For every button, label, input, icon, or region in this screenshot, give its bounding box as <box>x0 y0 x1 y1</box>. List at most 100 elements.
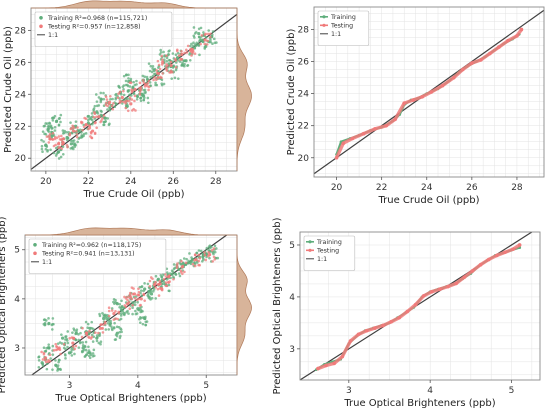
data-point-cloud <box>78 128 82 132</box>
data-point-cloud <box>112 318 116 321</box>
data-point-cloud <box>127 301 131 304</box>
legend-entry: Testing R²=0.957 (n=12,858) <box>47 24 141 31</box>
data-point-cloud <box>41 150 44 154</box>
marginal-right <box>236 235 252 375</box>
data-point <box>334 155 339 160</box>
data-point-cloud <box>49 148 52 152</box>
data-point-cloud <box>70 348 73 352</box>
data-point-cloud <box>165 271 169 274</box>
data-point-cloud <box>157 294 161 297</box>
data-point-cloud <box>126 84 130 88</box>
data-point-cloud <box>51 132 55 135</box>
data-point-cloud <box>56 369 59 372</box>
data-point-cloud <box>57 135 61 138</box>
data-point <box>438 287 442 291</box>
data-point-cloud <box>72 327 76 330</box>
data-point <box>373 326 377 330</box>
data-point-cloud <box>191 262 195 266</box>
series-testing <box>45 32 212 150</box>
data-point-cloud <box>210 248 214 252</box>
data-point-cloud <box>93 354 96 358</box>
data-point-cloud <box>70 126 74 130</box>
data-point <box>411 98 416 102</box>
x-tick-label: 22 <box>83 177 94 187</box>
data-point-cloud <box>61 129 65 132</box>
data-point-cloud <box>50 135 54 138</box>
data-point-cloud <box>195 43 199 47</box>
data-point-cloud <box>75 330 78 333</box>
data-point-cloud <box>92 107 96 110</box>
data-point-cloud <box>54 342 58 346</box>
data-point-cloud <box>50 116 54 120</box>
data-point-cloud <box>143 85 147 88</box>
data-point <box>470 269 475 273</box>
data-point-cloud <box>174 61 178 64</box>
data-point-cloud <box>207 251 210 254</box>
data-point-cloud <box>69 121 72 124</box>
data-point <box>97 115 101 119</box>
data-point-cloud <box>141 322 145 326</box>
legend-entry: Testing <box>330 23 353 30</box>
data-point-cloud <box>66 330 70 333</box>
data-point-cloud <box>140 285 143 289</box>
data-point-cloud <box>58 367 62 371</box>
data-point-cloud <box>65 138 69 142</box>
data-point-cloud <box>127 77 130 80</box>
data-point <box>324 363 328 368</box>
data-point-cloud <box>179 58 182 61</box>
data-point-cloud <box>164 275 168 278</box>
data-point <box>478 262 483 267</box>
data-point-cloud <box>202 258 205 261</box>
data-point-cloud <box>84 348 88 352</box>
data-point-cloud <box>197 249 201 252</box>
data-point-cloud <box>70 336 74 339</box>
data-point-cloud <box>75 133 79 136</box>
marginal-top <box>25 227 237 236</box>
data-point-cloud <box>141 78 145 82</box>
data-point-cloud <box>89 131 93 135</box>
data-point-cloud <box>211 42 214 45</box>
data-point <box>197 31 201 36</box>
legend-entry: Training R²=0.962 (n=118,175) <box>41 242 141 249</box>
data-point-cloud <box>185 51 189 54</box>
data-point-cloud <box>118 302 122 306</box>
data-point-cloud <box>104 322 107 325</box>
data-point-cloud <box>40 147 44 151</box>
data-point <box>479 58 483 62</box>
data-point-cloud <box>90 320 94 324</box>
data-point-cloud <box>105 98 109 101</box>
data-point-cloud <box>156 75 160 79</box>
data-point-cloud <box>60 342 64 345</box>
data-point-cloud <box>65 130 68 134</box>
data-point-cloud <box>132 80 135 84</box>
data-point-cloud <box>139 315 142 319</box>
data-point-cloud <box>42 351 46 355</box>
data-point-cloud <box>148 279 152 283</box>
data-point-cloud <box>132 107 135 111</box>
data-point-cloud <box>82 123 86 127</box>
x-axis-label: True Crude Oil (ppb) <box>83 189 185 200</box>
data-point-cloud <box>154 280 157 284</box>
data-point <box>488 51 492 56</box>
data-point-cloud <box>148 285 152 288</box>
data-point-cloud <box>152 283 156 287</box>
marginal-right <box>236 8 252 171</box>
data-point-cloud <box>161 72 164 75</box>
data-point-cloud <box>102 91 105 95</box>
data-point-cloud <box>87 332 91 336</box>
data-point-cloud <box>112 326 116 330</box>
data-point-cloud <box>47 141 51 144</box>
data-point-cloud <box>211 33 214 37</box>
data-point-cloud <box>47 130 51 133</box>
data-point <box>69 142 73 146</box>
data-point <box>405 309 410 314</box>
data-point-cloud <box>133 99 136 103</box>
data-point-cloud <box>203 47 207 50</box>
data-point-cloud <box>86 114 90 118</box>
data-point-cloud <box>40 350 43 354</box>
data-point-cloud <box>123 313 126 317</box>
data-point-cloud <box>87 351 91 354</box>
data-point-cloud <box>147 292 150 296</box>
data-point-cloud <box>141 74 145 78</box>
